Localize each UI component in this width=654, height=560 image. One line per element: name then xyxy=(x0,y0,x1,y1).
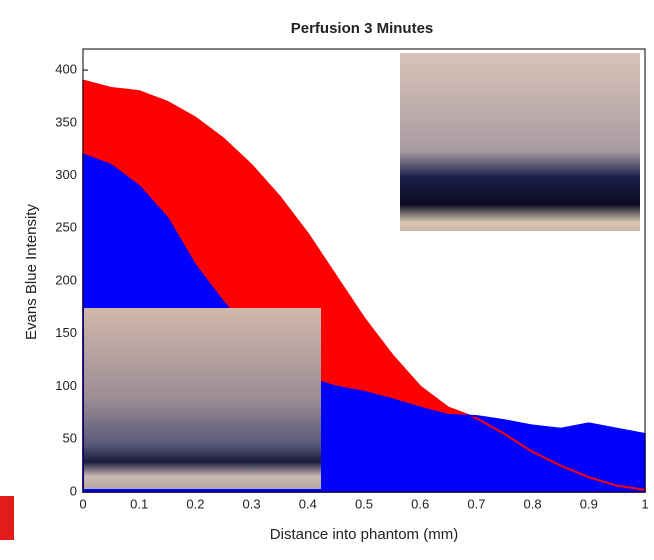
inset-photo xyxy=(84,308,321,489)
x-tick-label: 0.1 xyxy=(130,496,148,511)
y-tick-label: 200 xyxy=(55,272,77,287)
line xyxy=(82,153,646,435)
x-tick-label: 0.8 xyxy=(524,496,542,511)
y-axis-label: Evans Blue Intensity xyxy=(23,204,40,340)
y-tick-label: 300 xyxy=(55,167,77,182)
x-tick-label: 0.2 xyxy=(186,496,204,511)
chart-title: Perfusion 3 Minutes xyxy=(291,20,434,37)
y-tick-label: 50 xyxy=(63,431,77,446)
x-tick-label: 1 xyxy=(641,496,648,511)
y-tick-label: 250 xyxy=(55,220,77,235)
x-tick-label: 0.9 xyxy=(580,496,598,511)
x-tick-label: 0.4 xyxy=(299,496,317,511)
y-tick-label: 400 xyxy=(55,62,77,77)
x-tick-label: 0.5 xyxy=(355,496,373,511)
x-tick-label: 0.7 xyxy=(467,496,485,511)
inset-photo xyxy=(400,53,640,231)
decoration xyxy=(0,496,14,540)
y-tick-label: 350 xyxy=(55,114,77,129)
x-tick-label: 0 xyxy=(79,496,86,511)
y-tick-label: 100 xyxy=(55,378,77,393)
x-tick-label: 0.6 xyxy=(411,496,429,511)
line xyxy=(82,79,646,491)
y-tick-label: 150 xyxy=(55,325,77,340)
plot-frame xyxy=(82,48,646,493)
x-axis-label: Distance into phantom (mm) xyxy=(270,526,458,543)
x-tick-label: 0.3 xyxy=(243,496,261,511)
y-tick-label: 0 xyxy=(70,483,77,498)
